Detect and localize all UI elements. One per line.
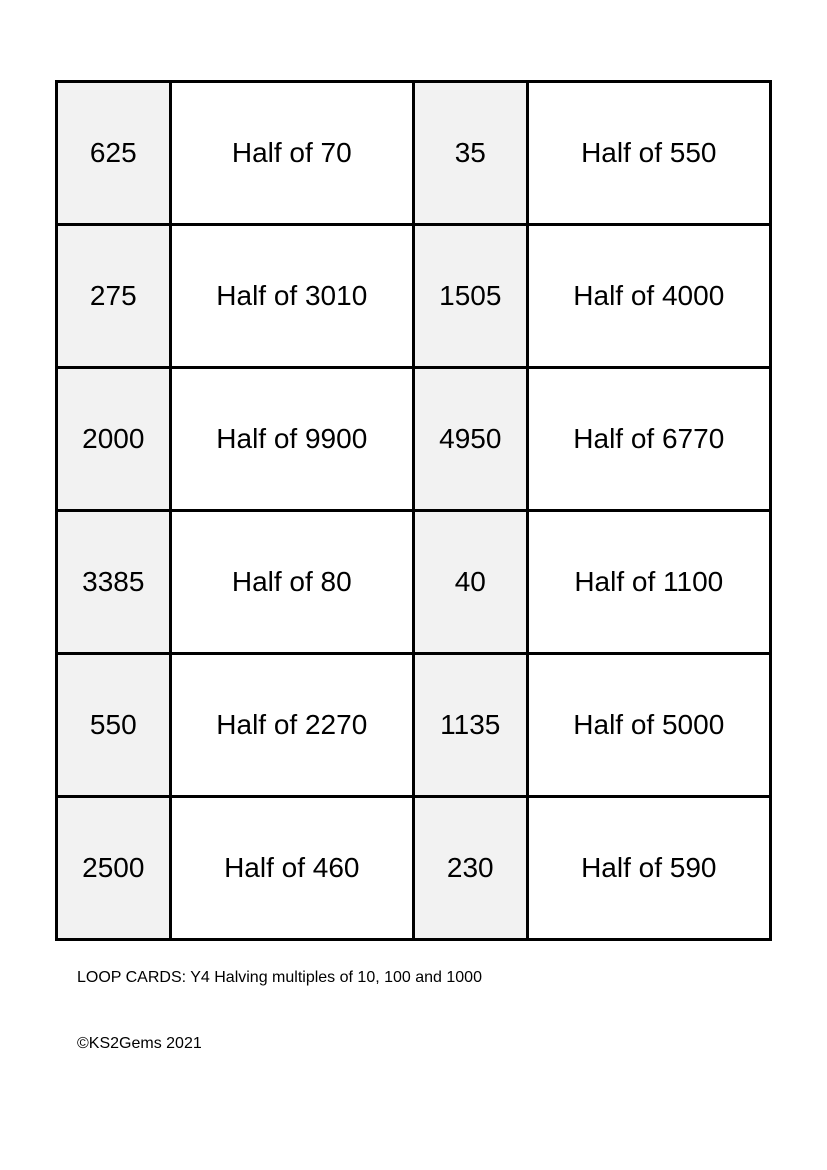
question-cell: Half of 590 [527,797,770,940]
answer-cell: 2500 [57,797,171,940]
question-cell: Half of 2270 [170,654,413,797]
question-cell: Half of 5000 [527,654,770,797]
answer-cell: 4950 [413,368,527,511]
question-cell: Half of 70 [170,82,413,225]
question-cell: Half of 80 [170,511,413,654]
question-cell: Half of 6770 [527,368,770,511]
answer-cell: 35 [413,82,527,225]
worksheet-caption: LOOP CARDS: Y4 Halving multiples of 10, … [77,969,772,987]
table-row: 2500 Half of 460 230 Half of 590 [57,797,771,940]
question-cell: Half of 4000 [527,225,770,368]
question-cell: Half of 460 [170,797,413,940]
answer-cell: 625 [57,82,171,225]
question-cell: Half of 1100 [527,511,770,654]
table-row: 2000 Half of 9900 4950 Half of 6770 [57,368,771,511]
answer-cell: 1505 [413,225,527,368]
table-row: 625 Half of 70 35 Half of 550 [57,82,771,225]
answer-cell: 40 [413,511,527,654]
answer-cell: 2000 [57,368,171,511]
table-row: 275 Half of 3010 1505 Half of 4000 [57,225,771,368]
page: 625 Half of 70 35 Half of 550 275 Half o… [0,0,827,1170]
table-row: 550 Half of 2270 1135 Half of 5000 [57,654,771,797]
copyright-text: ©KS2Gems 2021 [77,1035,772,1053]
question-cell: Half of 3010 [170,225,413,368]
question-cell: Half of 550 [527,82,770,225]
answer-cell: 275 [57,225,171,368]
answer-cell: 230 [413,797,527,940]
question-cell: Half of 9900 [170,368,413,511]
answer-cell: 550 [57,654,171,797]
answer-cell: 1135 [413,654,527,797]
answer-cell: 3385 [57,511,171,654]
loop-cards-table: 625 Half of 70 35 Half of 550 275 Half o… [55,80,772,941]
table-row: 3385 Half of 80 40 Half of 1100 [57,511,771,654]
